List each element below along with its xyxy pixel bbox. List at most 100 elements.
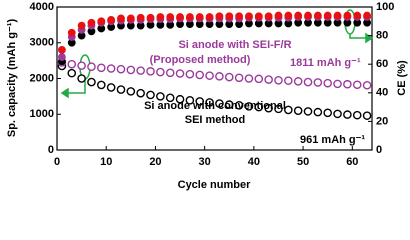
callout-arrow	[349, 34, 368, 39]
point	[234, 101, 244, 110]
point	[304, 11, 312, 20]
point	[175, 69, 185, 78]
point	[323, 108, 333, 118]
point	[224, 72, 234, 82]
point	[195, 97, 205, 106]
y-tick-label: 3000	[30, 37, 54, 49]
point	[87, 62, 96, 72]
point	[205, 98, 214, 107]
annotation: 1811 mAh g⁻¹	[290, 57, 361, 69]
x-tick-label: 20	[149, 156, 161, 168]
point	[254, 12, 263, 21]
point	[254, 74, 264, 84]
point	[264, 103, 273, 113]
point	[77, 74, 86, 83]
point	[224, 100, 234, 109]
point	[234, 73, 244, 83]
x-tick-label: 30	[199, 156, 211, 168]
x-axis-title: Cycle number	[178, 179, 251, 191]
point	[126, 87, 136, 96]
point	[343, 11, 352, 20]
point	[107, 15, 116, 24]
point	[205, 13, 214, 21]
point	[323, 78, 333, 88]
x-tick-label: 0	[54, 156, 60, 168]
point	[274, 104, 283, 114]
y2-tick-label: 0	[376, 144, 382, 156]
point	[67, 68, 77, 78]
point	[333, 79, 342, 89]
annotation: 961 mAh g⁻¹	[300, 134, 365, 146]
point	[195, 70, 205, 80]
point	[126, 14, 135, 23]
x-tick-label: 40	[248, 156, 260, 168]
y2-axis-title: CE (%)	[396, 60, 408, 96]
point	[244, 102, 254, 111]
point	[284, 105, 293, 115]
point	[156, 67, 165, 77]
point	[353, 11, 362, 20]
y-axis-title: Sp. capacity (mAh g⁻¹)	[6, 19, 18, 138]
point	[165, 93, 175, 103]
point	[215, 12, 224, 21]
point	[136, 13, 145, 22]
point	[106, 64, 116, 73]
point	[166, 13, 175, 21]
arrow-head	[60, 87, 69, 99]
point	[333, 11, 342, 20]
point	[313, 78, 323, 87]
point	[363, 11, 371, 20]
point	[67, 28, 76, 37]
annotation: SEI method	[185, 114, 246, 126]
point	[136, 88, 145, 98]
x-tick-label: 60	[346, 156, 358, 168]
point	[195, 13, 204, 21]
point	[225, 12, 234, 21]
point	[323, 11, 332, 20]
point	[235, 12, 244, 21]
point	[96, 63, 106, 73]
point	[264, 12, 273, 21]
point	[294, 11, 303, 20]
y-tick-label: 0	[48, 144, 54, 156]
y2-tick-label: 80	[376, 30, 388, 42]
point	[333, 109, 342, 119]
point	[97, 17, 106, 26]
point	[215, 72, 224, 81]
y2-tick-label: 40	[376, 87, 388, 99]
point	[96, 80, 106, 90]
point	[313, 107, 323, 117]
y2-tick-label: 100	[376, 1, 394, 13]
y-tick-label: 2000	[30, 72, 54, 84]
point	[352, 110, 362, 120]
point	[116, 64, 126, 74]
point	[343, 110, 352, 119]
point	[264, 75, 273, 84]
point	[343, 79, 352, 89]
point	[67, 59, 77, 69]
y-tick-label: 1000	[30, 108, 54, 120]
point	[116, 85, 126, 94]
point	[165, 68, 175, 78]
point	[352, 80, 362, 90]
point	[185, 96, 195, 105]
callout-arrow	[62, 79, 86, 94]
point	[215, 99, 224, 108]
point	[136, 66, 145, 75]
point	[293, 77, 303, 86]
x-tick-label: 50	[297, 156, 309, 168]
annotation: Si anode with SEI-F/R	[178, 39, 291, 51]
point	[58, 46, 66, 54]
point	[313, 11, 322, 20]
x-tick-label: 10	[100, 156, 112, 168]
point	[245, 12, 253, 21]
point	[117, 14, 125, 23]
point	[274, 11, 283, 20]
point	[284, 11, 293, 20]
point	[87, 18, 96, 27]
point	[362, 80, 372, 90]
point	[77, 61, 86, 70]
point	[106, 83, 116, 92]
point	[156, 13, 165, 21]
y2-tick-label: 20	[376, 115, 388, 127]
